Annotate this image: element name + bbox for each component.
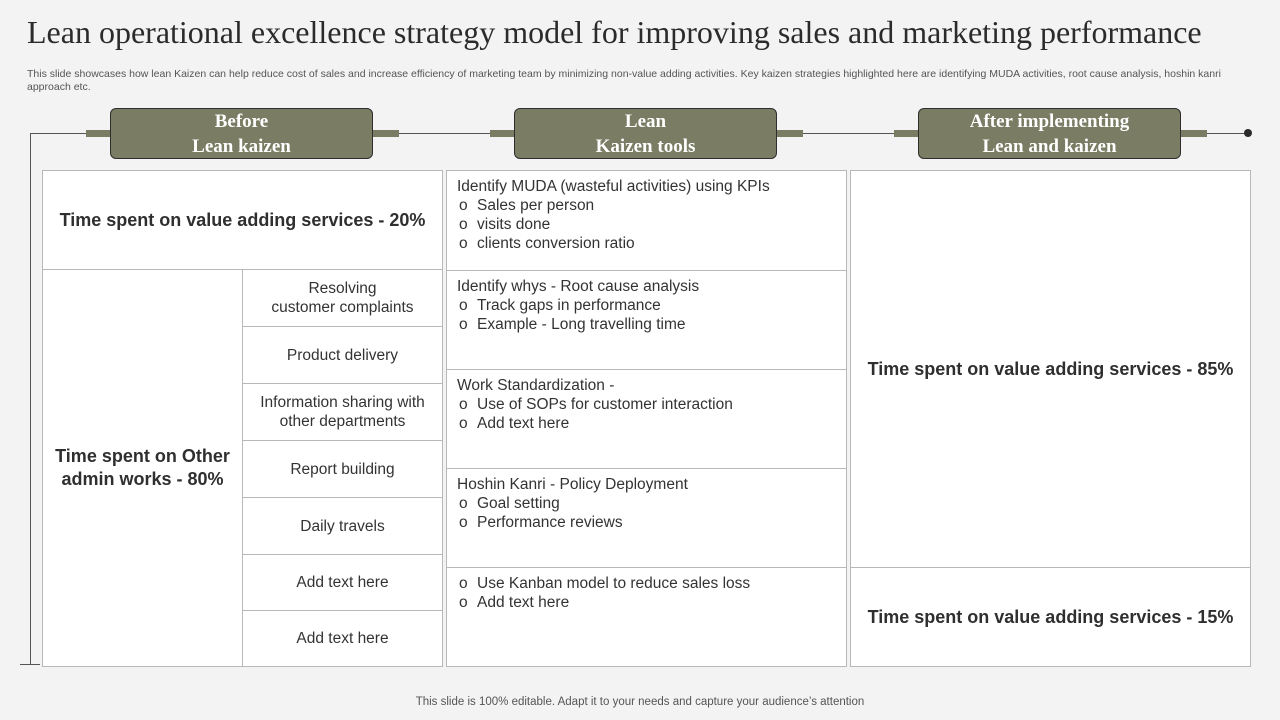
tool-heading: Hoshin Kanri - Policy Deployment [457, 476, 688, 493]
tool-bullet: Add text here [457, 414, 836, 433]
pill-stub [86, 130, 112, 137]
activity-text: customer complaints [271, 299, 414, 316]
activity-text: Resolving [308, 280, 377, 297]
activity-text: Add text here [296, 574, 389, 591]
activity-text: Report building [290, 460, 395, 478]
pill-stub [490, 130, 516, 137]
tool-bullet: Use of SOPs for customer interaction [457, 395, 836, 414]
activity-cell: Information sharing with other department… [242, 383, 443, 441]
activity-text: Information sharing with [260, 394, 425, 411]
before-other-admin-cell: Time spent on Other admin works - 80% [42, 269, 243, 667]
after-implementing-header: After implementing Lean and kaizen [918, 108, 1181, 159]
tool-heading: Work Standardization - [457, 377, 615, 394]
tool-block-hoshin-kanri: Hoshin Kanri - Policy Deployment Goal se… [446, 468, 847, 568]
tool-block-standardization: Work Standardization - Use of SOPs for c… [446, 369, 847, 469]
tool-bullet: Example - Long travelling time [457, 315, 836, 334]
lean-kaizen-tools-header: Lean Kaizen tools [514, 108, 777, 159]
header-line: Before [214, 110, 269, 132]
before-lean-kaizen-header: Before Lean kaizen [110, 108, 373, 159]
tool-bullet: visits done [457, 215, 836, 234]
after-non-value-cell: Time spent on value adding services - 15… [850, 567, 1251, 667]
header-line: Lean [624, 110, 667, 132]
other-admin-line: Time spent on Other [55, 446, 230, 466]
pill-stub [894, 130, 920, 137]
pill-stub [373, 130, 399, 137]
tool-bullet: Performance reviews [457, 513, 836, 532]
tool-block-root-cause: Identify whys - Root cause analysis Trac… [446, 270, 847, 370]
header-line: Lean and kaizen [982, 135, 1117, 157]
timeline-endpoint [1244, 129, 1252, 137]
tool-bullet: clients conversion ratio [457, 234, 836, 253]
footer-note: This slide is 100% editable. Adapt it to… [415, 696, 865, 708]
header-line: Kaizen tools [595, 135, 696, 157]
pill-stub [777, 130, 803, 137]
pill-stub [1181, 130, 1207, 137]
tool-bullet: Goal setting [457, 494, 836, 513]
timeline-base-mark [20, 664, 40, 665]
activity-cell: Report building [242, 440, 443, 498]
header-line: After implementing [969, 110, 1130, 132]
activity-text: other departments [279, 413, 406, 430]
header-line: Lean kaizen [192, 135, 291, 157]
page-subtitle: This slide showcases how lean Kaizen can… [27, 68, 1221, 93]
page-title: Lean operational excellence strategy mod… [27, 14, 1202, 50]
activity-cell: Daily travels [242, 497, 443, 555]
activity-text: Add text here [296, 630, 389, 647]
tool-heading: Identify MUDA (wasteful activities) usin… [457, 178, 770, 195]
activity-cell: Resolving customer complaints [242, 269, 443, 327]
tool-bullet: Use Kanban model to reduce sales loss [457, 574, 836, 593]
other-admin-line: admin works - 80% [61, 469, 224, 489]
after-value-adding-cell: Time spent on value adding services - 85… [850, 170, 1251, 568]
before-value-adding-cell: Time spent on value adding services - 20… [42, 170, 443, 270]
after-value-adding-text: Time spent on value adding services - 85… [867, 358, 1234, 379]
before-value-adding-text: Time spent on value adding services - 20… [59, 209, 426, 230]
tool-bullet: Track gaps in performance [457, 296, 836, 315]
activity-cell: Add text here [242, 610, 443, 667]
activity-text: Daily travels [300, 517, 385, 535]
tool-bullet: Sales per person [457, 196, 836, 215]
tool-block-kanban: Use Kanban model to reduce sales loss Ad… [446, 567, 847, 667]
activity-text: Product delivery [286, 346, 399, 364]
activity-cell: Product delivery [242, 326, 443, 384]
timeline-left-drop [30, 133, 31, 664]
tool-bullet: Add text here [457, 593, 836, 612]
tool-heading: Identify whys - Root cause analysis [457, 278, 700, 295]
after-non-value-text: Time spent on value adding services - 15… [867, 606, 1234, 627]
activity-cell: Add text here [242, 554, 443, 611]
tool-block-muda: Identify MUDA (wasteful activities) usin… [446, 170, 847, 271]
